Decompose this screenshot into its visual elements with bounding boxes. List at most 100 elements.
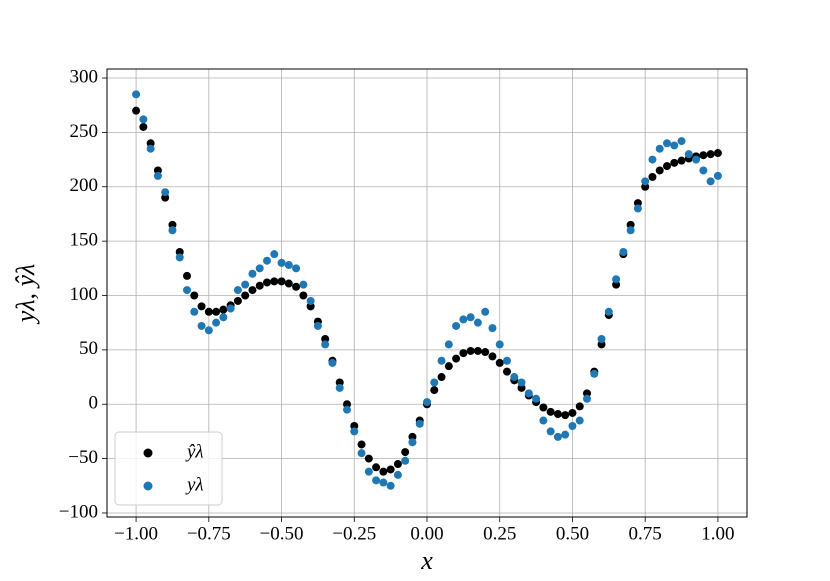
x-tick-label: 0.50 xyxy=(556,523,589,544)
point xyxy=(379,467,388,476)
point xyxy=(539,416,548,425)
point xyxy=(328,358,337,367)
point xyxy=(139,122,148,131)
point xyxy=(139,115,148,124)
point xyxy=(190,307,199,316)
point xyxy=(430,386,439,395)
point xyxy=(459,349,468,358)
point xyxy=(670,158,679,167)
point xyxy=(648,155,657,164)
y-tick-label: 100 xyxy=(70,284,99,305)
point xyxy=(335,383,344,392)
point xyxy=(699,151,708,160)
point xyxy=(233,296,242,305)
point xyxy=(648,172,657,181)
x-axis-label: x xyxy=(420,546,433,575)
point xyxy=(713,171,722,180)
point xyxy=(473,346,482,355)
point xyxy=(488,324,497,333)
point xyxy=(408,438,417,447)
point xyxy=(568,421,577,430)
point xyxy=(423,398,431,407)
point xyxy=(663,162,671,171)
y-tick-label: 300 xyxy=(70,66,99,87)
point xyxy=(212,318,221,327)
point xyxy=(670,141,679,150)
plot-frame xyxy=(106,68,748,518)
y-tick-label: 150 xyxy=(70,229,99,250)
series xyxy=(132,90,722,490)
x-tick-label: −0.75 xyxy=(187,523,231,544)
x-tick-label: −0.25 xyxy=(332,523,376,544)
point xyxy=(539,403,548,412)
point xyxy=(713,149,722,158)
point xyxy=(503,367,511,376)
point xyxy=(524,389,533,398)
point xyxy=(212,307,221,316)
point xyxy=(641,177,650,186)
x-tick-label: 1.00 xyxy=(701,523,734,544)
point xyxy=(495,340,504,349)
point xyxy=(364,454,373,463)
point xyxy=(466,313,475,322)
point xyxy=(204,307,213,316)
legend-frame xyxy=(114,431,223,506)
legend-label: yλ xyxy=(185,474,204,495)
point xyxy=(292,282,301,291)
point xyxy=(190,291,199,300)
point xyxy=(372,463,381,472)
point xyxy=(692,155,701,164)
point xyxy=(663,139,671,148)
point xyxy=(583,394,591,403)
point xyxy=(633,204,642,213)
point xyxy=(655,144,664,153)
point xyxy=(437,373,446,382)
point xyxy=(277,258,286,267)
point xyxy=(270,277,279,286)
point xyxy=(168,226,177,235)
legend-marker xyxy=(143,448,153,458)
point xyxy=(197,302,206,311)
point xyxy=(321,340,330,349)
point xyxy=(379,478,388,487)
point xyxy=(561,430,570,439)
y-tick-label: 250 xyxy=(70,121,99,142)
point xyxy=(241,280,250,289)
point xyxy=(481,307,490,316)
point xyxy=(459,315,468,324)
point xyxy=(357,440,366,449)
point xyxy=(284,261,293,270)
point xyxy=(219,313,228,322)
point xyxy=(546,427,555,436)
point xyxy=(299,291,308,300)
point xyxy=(415,419,424,428)
point xyxy=(386,465,395,474)
point xyxy=(401,448,410,457)
y-tick-label: −50 xyxy=(68,447,98,468)
point xyxy=(553,410,562,419)
point xyxy=(473,318,482,327)
point xyxy=(183,271,191,280)
legend-marker xyxy=(143,481,153,491)
point xyxy=(437,356,446,365)
point xyxy=(197,321,206,330)
point xyxy=(132,90,141,99)
point xyxy=(612,275,621,284)
point xyxy=(292,264,301,273)
point xyxy=(233,286,242,295)
point xyxy=(444,362,453,371)
x-tick-label: 0.25 xyxy=(483,523,516,544)
point xyxy=(161,188,170,197)
y-tick-label: 0 xyxy=(89,393,99,414)
point xyxy=(306,296,315,305)
x-tick-label: −0.50 xyxy=(260,523,304,544)
point xyxy=(532,394,541,403)
point xyxy=(277,277,286,286)
legend-label: ŷλ xyxy=(185,441,204,462)
point xyxy=(677,156,686,165)
x-tick-label: 0.00 xyxy=(410,523,443,544)
point xyxy=(677,137,686,146)
point xyxy=(553,432,562,441)
y-tick-label: 200 xyxy=(70,175,99,196)
